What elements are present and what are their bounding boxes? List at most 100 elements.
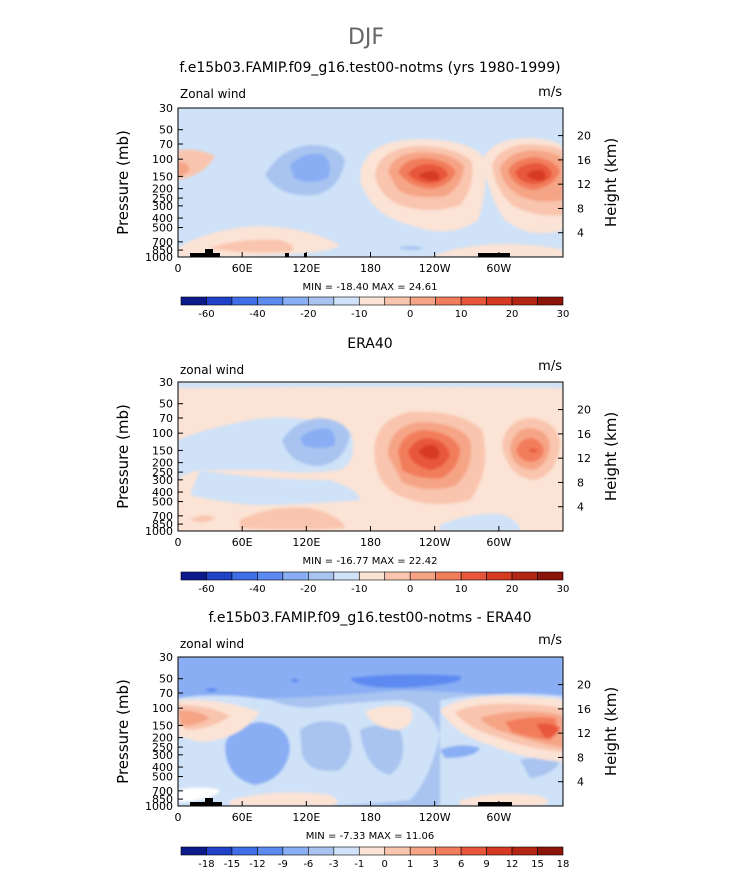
- panel-right-label: m/s: [538, 359, 562, 374]
- panel-left-label: zonal wind: [180, 363, 244, 377]
- stats-model: MIN = -18.40 MAX = 24.61: [303, 282, 438, 293]
- contour-low-west-core: [210, 239, 294, 253]
- colorbar-swatch: [282, 296, 309, 306]
- ticks: 0 60E 120E 180 120W 60W3050701001502002503004…: [114, 102, 620, 275]
- y-tick-label: 150: [152, 444, 173, 457]
- y-tick-label: 70: [159, 138, 173, 151]
- colorbar-swatch: [231, 846, 258, 856]
- colorbar-swatch: [308, 846, 335, 856]
- colorbar-label: -60: [198, 309, 214, 320]
- panel-left-label: zonal wind: [180, 637, 244, 651]
- colorbar-label: 3: [432, 859, 438, 870]
- y-tick-label: 700: [152, 785, 173, 798]
- y-tick-label: 500: [152, 496, 173, 509]
- colorbar-swatch: [180, 296, 207, 306]
- x-tick-label: 60E: [232, 262, 253, 275]
- x-tick-label: 60E: [232, 811, 253, 824]
- contour-neg-blob3: [360, 725, 404, 775]
- colorbar-label: 9: [483, 859, 489, 870]
- y-tick-label: 150: [152, 719, 173, 732]
- y-tick-label: 500: [152, 771, 173, 784]
- y-axis-title: Pressure (mb): [114, 679, 132, 784]
- contour-upper-east: [178, 382, 563, 388]
- topography-andes: [478, 802, 512, 806]
- colorbar-label: -10: [351, 309, 367, 320]
- colorbar-swatch: [333, 296, 360, 306]
- colorbar-swatch: [435, 296, 462, 306]
- colorbar-label: 0: [407, 309, 413, 320]
- colorbar-swatch: [409, 571, 436, 581]
- x-tick-label: 60E: [232, 536, 253, 549]
- y-tick-label: 200: [152, 183, 173, 196]
- colorbar-swatch: [486, 846, 513, 856]
- colorbar-swatch: [333, 846, 360, 856]
- y2-tick-label: 4: [577, 227, 584, 240]
- y2-tick-label: 8: [577, 476, 584, 489]
- contour-low-small: [190, 515, 215, 523]
- contour-low-east: [430, 244, 563, 257]
- y-tick-label: 50: [159, 124, 173, 137]
- y-tick-label: 400: [152, 212, 173, 225]
- colorbar-swatch: [257, 296, 284, 306]
- y2-axis-title: Height (km): [602, 138, 620, 227]
- colorbar-label: -18: [198, 859, 214, 870]
- colorbar-swatch: [308, 571, 335, 581]
- y2-tick-label: 8: [577, 751, 584, 764]
- colorbar-label: 1: [407, 859, 413, 870]
- topography-asia: [285, 253, 289, 257]
- contour-low-pos: [230, 792, 338, 806]
- y2-tick-label: 16: [577, 154, 591, 167]
- topography-africa-peak: [205, 249, 213, 254]
- y-tick-label: 300: [152, 200, 173, 213]
- y-tick-label: 850: [152, 793, 173, 806]
- y-axis-title: Pressure (mb): [114, 130, 132, 235]
- colorbar-label: -20: [300, 584, 316, 595]
- y2-tick-label: 16: [577, 428, 591, 441]
- colorbar-label: -3: [329, 859, 339, 870]
- y-tick-label: 100: [152, 153, 173, 166]
- colorbar-label: -12: [249, 859, 265, 870]
- colorbar-swatch: [206, 296, 233, 306]
- y-tick-label: 300: [152, 749, 173, 762]
- plot-area: [178, 108, 563, 257]
- colorbar-label: -60: [198, 584, 214, 595]
- topography: [190, 798, 512, 806]
- colorbar-label: 18: [557, 859, 570, 870]
- x-tick-label: 120E: [292, 811, 320, 824]
- contour-neg-blob2: [300, 721, 352, 771]
- x-tick-label: 0: [175, 536, 182, 549]
- contour-neg-blob1: [225, 722, 290, 785]
- x-tick-label: 180: [360, 262, 381, 275]
- x-tick-label: 60W: [486, 811, 511, 824]
- colorbar-swatch: [486, 296, 513, 306]
- panel-right-label: m/s: [538, 633, 562, 648]
- y-tick-label: 70: [159, 687, 173, 700]
- y-tick-label: 1000: [145, 800, 173, 813]
- contour-left-edge-core: [178, 162, 190, 176]
- colorbar-label: 0: [382, 859, 388, 870]
- colorbar-swatch: [231, 296, 258, 306]
- y2-tick-label: 20: [577, 679, 591, 692]
- colorbar-swatch: [435, 846, 462, 856]
- panel-model: f.e15b03.FAMIP.f09_g16.test00-notms (yrs…: [114, 60, 620, 275]
- colorbar-swatch: [435, 571, 462, 581]
- colorbar-label: -20: [300, 309, 316, 320]
- y-tick-label: 50: [159, 398, 173, 411]
- colorbar-swatch: [282, 846, 309, 856]
- y-tick-label: 30: [159, 102, 173, 115]
- contours: [178, 138, 563, 257]
- y2-axis-title: Height (km): [602, 412, 620, 501]
- y2-tick-label: 4: [577, 501, 584, 514]
- colorbar-label: 6: [458, 859, 464, 870]
- y-tick-label: 400: [152, 486, 173, 499]
- colorbar-swatch: [358, 296, 386, 306]
- y-tick-label: 1000: [145, 251, 173, 264]
- contour-upper-dot1: [205, 688, 218, 692]
- y-tick-label: 250: [152, 466, 173, 479]
- x-tick-label: 120E: [292, 536, 320, 549]
- x-tick-label: 120W: [419, 536, 451, 549]
- panel-title: ERA40: [347, 336, 392, 352]
- y-tick-label: 70: [159, 412, 173, 425]
- colorbar-label: -1: [354, 859, 364, 870]
- y-tick-label: 200: [152, 732, 173, 745]
